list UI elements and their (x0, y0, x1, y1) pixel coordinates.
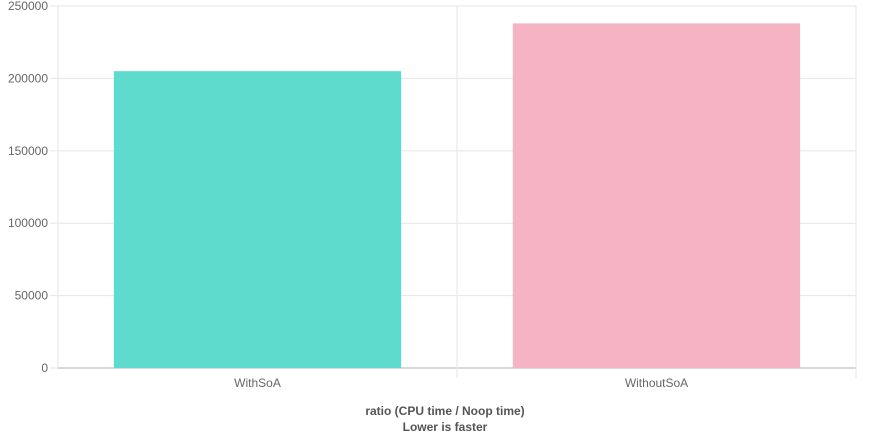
x-axis-subtitle: Lower is faster (403, 420, 488, 434)
bar-withoutsoa (512, 23, 801, 368)
x-tick-label: WithoutSoA (625, 376, 688, 390)
y-tick-label: 50000 (15, 289, 49, 303)
y-tick-label: 200000 (8, 71, 48, 85)
y-tick-label: 150000 (8, 144, 48, 158)
y-tick-label: 0 (41, 361, 48, 375)
x-axis: WithSoA WithoutSoA (234, 376, 688, 390)
y-axis: 0 50000 100000 150000 200000 250000 (8, 0, 58, 375)
y-tick-label: 100000 (8, 216, 48, 230)
y-tick-label: 250000 (8, 0, 48, 13)
bars (113, 23, 801, 368)
x-axis-title: ratio (CPU time / Noop time) (365, 404, 524, 418)
x-tick-label: WithSoA (234, 376, 281, 390)
bar-withsoa (113, 71, 402, 368)
